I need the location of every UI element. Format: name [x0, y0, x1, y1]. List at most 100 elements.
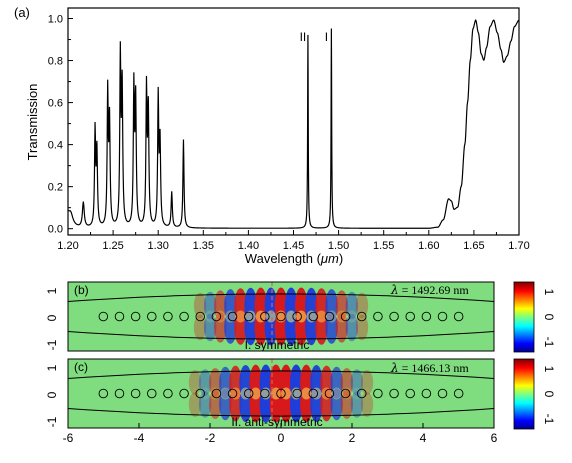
air-hole: [389, 388, 399, 399]
panel-b-label: (b): [74, 283, 89, 297]
field-lobe-core: [190, 387, 200, 400]
field-lobe: [310, 386, 323, 423]
air-hole: [163, 388, 173, 399]
air-hole: [405, 388, 415, 399]
field-lobe: [315, 310, 328, 345]
y-axis-ticks: 1 0 -1: [45, 364, 59, 427]
x-tick-label: 1.65: [463, 240, 484, 252]
x-tick-label: -6: [63, 431, 74, 445]
air-hole: [130, 388, 141, 399]
x-tick-label: 1.25: [102, 240, 123, 252]
field-lobe: [193, 292, 207, 319]
x-tick-label: 1.20: [57, 240, 78, 252]
air-hole: [195, 311, 205, 322]
mode-label: II. anti-symmetric: [231, 415, 322, 429]
x-tick-label: 2: [349, 431, 356, 445]
field-lobe-core: [270, 387, 281, 400]
field-lobe: [234, 310, 247, 345]
field-lobe-core: [321, 387, 332, 400]
field-lobe-core: [200, 387, 211, 400]
field-lobe: [224, 311, 237, 344]
wavelength-value: λ = 1492.69 nm: [390, 283, 469, 297]
y-tick-label: -1: [45, 339, 59, 350]
x-axis-ticks: 1.20 1.25 1.30 1.35 1.40 1.45 1.50 1.55 1.60 1.65…: [57, 230, 530, 252]
field-lobe-core: [331, 387, 342, 400]
air-hole: [195, 388, 205, 399]
field-lobe: [244, 309, 257, 346]
air-hole: [163, 311, 173, 322]
air-hole: [211, 388, 222, 399]
x-tick-label: -2: [205, 431, 216, 445]
air-hole: [179, 388, 189, 399]
x-tick-label: 1.60: [418, 240, 439, 252]
mode-annotation-label: II: [300, 30, 307, 44]
field-lobe: [214, 290, 227, 321]
air-hole: [340, 388, 351, 399]
field-lobe-core: [362, 387, 372, 400]
field-lobe-core: [301, 387, 312, 400]
field-lobe-core: [225, 310, 236, 323]
x-tick-label: 1.30: [147, 240, 168, 252]
colorbar: 1 0 -1: [513, 358, 556, 430]
air-hole: [437, 311, 448, 322]
x-axis-ticks: -6 -4 -2 0 2 4 6: [63, 423, 498, 445]
air-hole: [357, 311, 367, 322]
y-tick-label: 1: [45, 287, 59, 294]
field-lobe-core: [230, 387, 241, 400]
y-tick-label: 1: [45, 364, 59, 371]
field-lobe: [305, 309, 318, 346]
field-lobe: [345, 291, 359, 320]
air-hole: [276, 311, 286, 322]
x-tick-label: 1.50: [328, 240, 349, 252]
field-lobe-core: [316, 310, 327, 323]
field-lobe: [203, 313, 217, 342]
x-tick-label: 1.70: [508, 240, 529, 252]
air-hole: [292, 388, 302, 399]
field-lobe: [335, 312, 348, 343]
air-hole: [373, 388, 383, 399]
field-lobe: [360, 392, 374, 417]
x-tick-label: 1.55: [373, 240, 394, 252]
field-frame: [67, 281, 495, 352]
air-holes: [98, 388, 464, 399]
colorbar-tick: 0: [542, 391, 556, 398]
mode-annotation-label: I: [325, 30, 328, 44]
y-axis-ticks: 0.0 0.2 0.4 0.6 0.8 1.0: [48, 14, 73, 236]
colorbar-tick: 1: [542, 289, 556, 296]
field-lobe-core: [276, 310, 286, 323]
field-lobe: [219, 388, 232, 421]
y-tick-label: 0.0: [48, 224, 63, 236]
x-axis-label: Wavelength (μm): [245, 251, 343, 266]
mode-label: I. symmetric: [245, 338, 310, 352]
x-tick-label: 0: [278, 431, 285, 445]
field-lobe: [229, 387, 242, 422]
field-lobe-core: [306, 310, 317, 323]
field-lobe: [345, 313, 359, 342]
field-lobe: [355, 314, 369, 341]
air-hole: [260, 388, 270, 399]
transmission-curve: [67, 19, 520, 229]
field-lobe-core: [326, 310, 337, 323]
field-lobe-core: [286, 310, 297, 323]
air-hole: [421, 388, 432, 399]
field-lobe: [325, 311, 338, 344]
field-lobe: [330, 366, 343, 399]
waveguide-lower-boundary: [67, 331, 495, 340]
field-lobe: [203, 291, 217, 320]
x-tick-label: 1.35: [193, 240, 214, 252]
colorbar-gradient: [513, 281, 535, 353]
field-lobe-core: [245, 310, 256, 323]
field-lobe-core: [311, 387, 322, 400]
air-hole: [308, 388, 319, 399]
field-lobe-core: [220, 387, 231, 400]
colorbar-tick: 1: [542, 366, 556, 373]
field-lobe: [219, 366, 232, 399]
air-hole: [243, 388, 254, 399]
transmission-chart: (a) 0.00.20.40.60.81.0 1.20 1.25 1.30 1.35 1…: [14, 5, 530, 266]
field-lobe: [239, 386, 252, 423]
air-holes: [98, 311, 464, 322]
field-map-antisymmetric: (c) λ = 1466.13 nm II. anti-symmetric 1 0…: [45, 358, 556, 445]
air-hole: [453, 311, 464, 322]
y-tick-label: 0.6: [48, 98, 63, 110]
